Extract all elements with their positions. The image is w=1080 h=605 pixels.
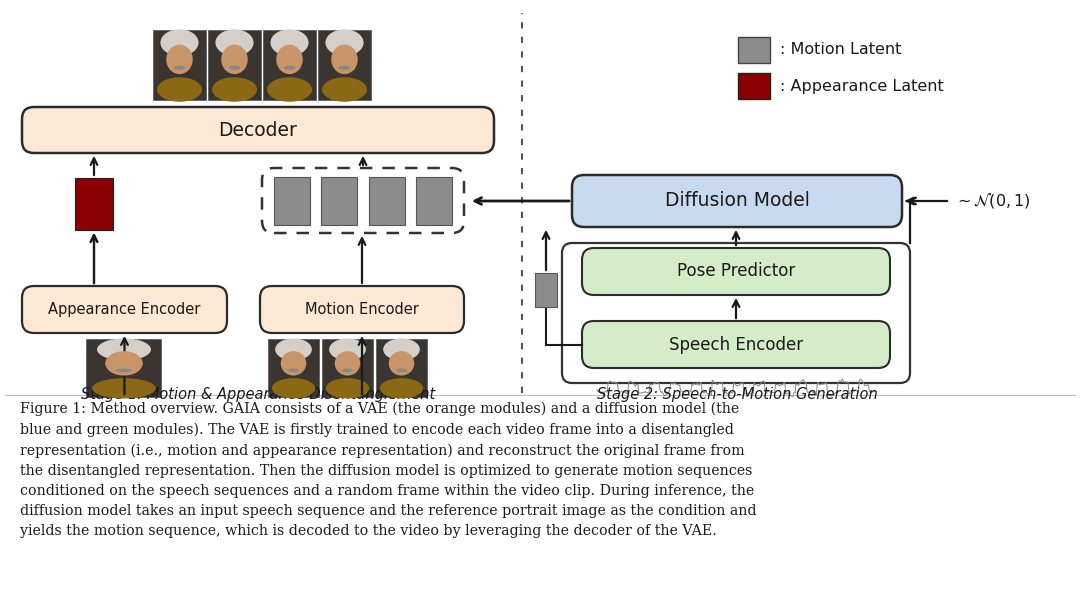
Bar (86, 339, 162, 397)
Bar (535, 273, 557, 307)
Ellipse shape (272, 378, 315, 399)
Ellipse shape (161, 29, 199, 56)
FancyBboxPatch shape (582, 321, 890, 368)
Text: : Motion Latent: : Motion Latent (780, 42, 902, 57)
Ellipse shape (284, 66, 295, 70)
Ellipse shape (229, 66, 241, 70)
Ellipse shape (389, 351, 415, 376)
Ellipse shape (342, 368, 353, 372)
Ellipse shape (339, 66, 350, 70)
Ellipse shape (275, 338, 312, 361)
Text: Appearance Encoder: Appearance Encoder (49, 302, 201, 317)
Bar (153, 30, 206, 100)
Ellipse shape (212, 77, 257, 102)
Text: Stage 2: Speech-to-Motion Generation: Stage 2: Speech-to-Motion Generation (596, 387, 877, 402)
Bar (75, 178, 113, 230)
Ellipse shape (105, 351, 143, 376)
Text: : Appearance Latent: : Appearance Latent (780, 79, 944, 94)
Bar (376, 339, 427, 397)
Ellipse shape (174, 66, 186, 70)
Bar (273, 177, 310, 224)
Text: Decoder: Decoder (218, 120, 297, 140)
Bar (318, 30, 372, 100)
Ellipse shape (325, 29, 364, 56)
FancyBboxPatch shape (22, 286, 227, 333)
Ellipse shape (221, 45, 247, 74)
Ellipse shape (166, 45, 192, 74)
Ellipse shape (396, 368, 407, 372)
Text: Diffusion Model: Diffusion Model (664, 192, 809, 211)
Bar (321, 177, 357, 224)
Ellipse shape (335, 351, 361, 376)
Ellipse shape (383, 338, 420, 361)
Text: Pose Predictor: Pose Predictor (677, 263, 795, 281)
Text: Stage 1: Motion & Appearance Disentanglement: Stage 1: Motion & Appearance Disentangle… (81, 387, 435, 402)
Ellipse shape (326, 378, 369, 399)
Text: Motion Encoder: Motion Encoder (305, 302, 419, 317)
Ellipse shape (276, 45, 302, 74)
Bar (738, 37, 770, 63)
Ellipse shape (281, 351, 307, 376)
FancyBboxPatch shape (22, 107, 494, 153)
FancyBboxPatch shape (260, 286, 464, 333)
Ellipse shape (92, 378, 156, 399)
Bar (208, 30, 261, 100)
Ellipse shape (329, 338, 366, 361)
Text: Speech Encoder: Speech Encoder (669, 336, 804, 353)
Text: Figure 1: Method overview. GAIA consists of a VAE (the orange modules) and a dif: Figure 1: Method overview. GAIA consists… (21, 402, 756, 538)
Ellipse shape (215, 29, 254, 56)
FancyBboxPatch shape (582, 248, 890, 295)
Ellipse shape (157, 77, 202, 102)
Ellipse shape (267, 77, 312, 102)
Bar (322, 339, 373, 397)
Bar (264, 30, 316, 100)
FancyBboxPatch shape (572, 175, 902, 227)
Ellipse shape (116, 368, 132, 372)
Bar (738, 73, 770, 99)
Bar (268, 339, 319, 397)
Bar (368, 177, 405, 224)
Ellipse shape (288, 368, 299, 372)
Ellipse shape (97, 338, 151, 361)
Ellipse shape (322, 77, 367, 102)
Ellipse shape (270, 29, 309, 56)
Ellipse shape (332, 45, 357, 74)
Ellipse shape (380, 378, 423, 399)
Bar (417, 177, 453, 224)
Text: $\sim\mathcal{N}(0,1)$: $\sim\mathcal{N}(0,1)$ (954, 192, 1030, 211)
